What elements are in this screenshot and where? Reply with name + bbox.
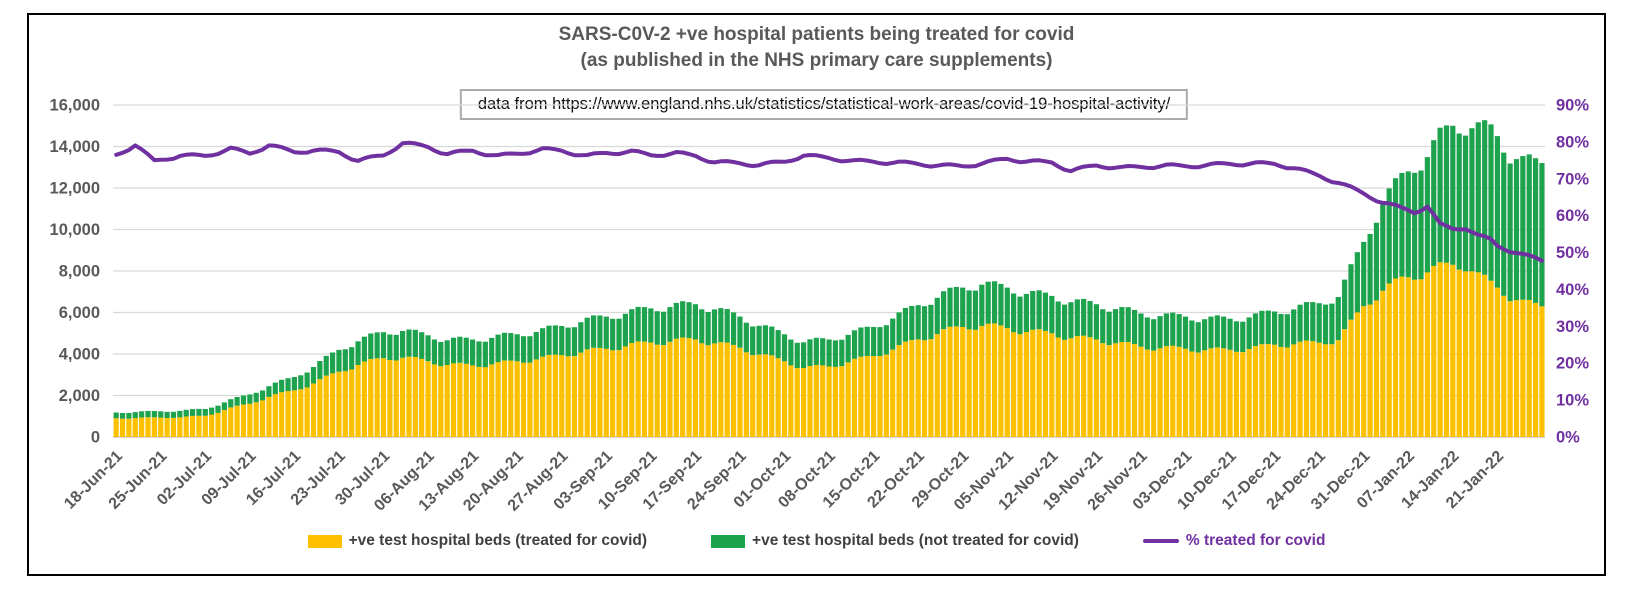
chart-title-line1: SARS-C0V-2 +ve hospital patients being t… bbox=[558, 24, 1075, 45]
svg-text:90%: 90% bbox=[1556, 97, 1589, 115]
svg-text:80%: 80% bbox=[1556, 133, 1589, 151]
legend-item-not-treated: +ve test hospital beds (not treated for … bbox=[711, 532, 1079, 550]
treated-swatch-icon bbox=[307, 534, 342, 548]
chart-title: SARS-C0V-2 +ve hospital patients being t… bbox=[27, 22, 1606, 74]
legend-item-treated: +ve test hospital beds (treated for covi… bbox=[307, 532, 648, 550]
legend-label-not-treated: +ve test hospital beds (not treated for … bbox=[752, 532, 1079, 549]
svg-text:8,000: 8,000 bbox=[59, 263, 100, 281]
svg-text:50%: 50% bbox=[1556, 244, 1589, 262]
pct-line-swatch-icon bbox=[1142, 538, 1179, 544]
svg-text:0%: 0% bbox=[1556, 429, 1580, 447]
svg-text:6,000: 6,000 bbox=[59, 304, 100, 322]
legend-label-treated: +ve test hospital beds (treated for covi… bbox=[348, 532, 648, 549]
svg-text:4,000: 4,000 bbox=[59, 346, 100, 364]
svg-text:16,000: 16,000 bbox=[50, 97, 100, 115]
svg-text:60%: 60% bbox=[1556, 207, 1589, 225]
legend-label-pct-line: % treated for covid bbox=[1185, 532, 1326, 549]
svg-text:0: 0 bbox=[91, 429, 100, 447]
legend-item-pct-line: % treated for covid bbox=[1142, 532, 1326, 550]
svg-text:70%: 70% bbox=[1556, 170, 1589, 188]
svg-text:2,000: 2,000 bbox=[59, 387, 100, 405]
chart-title-line2: (as published in the NHS primary care su… bbox=[580, 50, 1053, 71]
chart-legend: +ve test hospital beds (treated for covi… bbox=[27, 532, 1606, 550]
left-axis-labels: 16,000 14,000 12,000 10,000 8,000 6,000 4,000 2… bbox=[50, 97, 100, 447]
svg-text:30%: 30% bbox=[1556, 318, 1589, 336]
svg-text:14,000: 14,000 bbox=[50, 138, 100, 156]
svg-text:10,000: 10,000 bbox=[50, 221, 100, 239]
x-axis-labels: 18-Jun-2125-Jun-2102-Jul-2109-Jul-2116-J… bbox=[61, 448, 1507, 515]
svg-text:20%: 20% bbox=[1556, 355, 1589, 373]
svg-text:40%: 40% bbox=[1556, 281, 1589, 299]
pct-treated-line bbox=[114, 140, 1544, 263]
bars-layer bbox=[113, 120, 1545, 438]
svg-text:12,000: 12,000 bbox=[50, 180, 100, 198]
not-treated-swatch-icon bbox=[711, 534, 746, 548]
right-axis-labels: 90% 80% 70% 60% 50% 40% 30% 20% 10% 0% bbox=[1556, 97, 1589, 447]
source-annotation-text: data from https://www.england.nhs.uk/sta… bbox=[477, 95, 1171, 113]
svg-text:10%: 10% bbox=[1556, 392, 1589, 410]
